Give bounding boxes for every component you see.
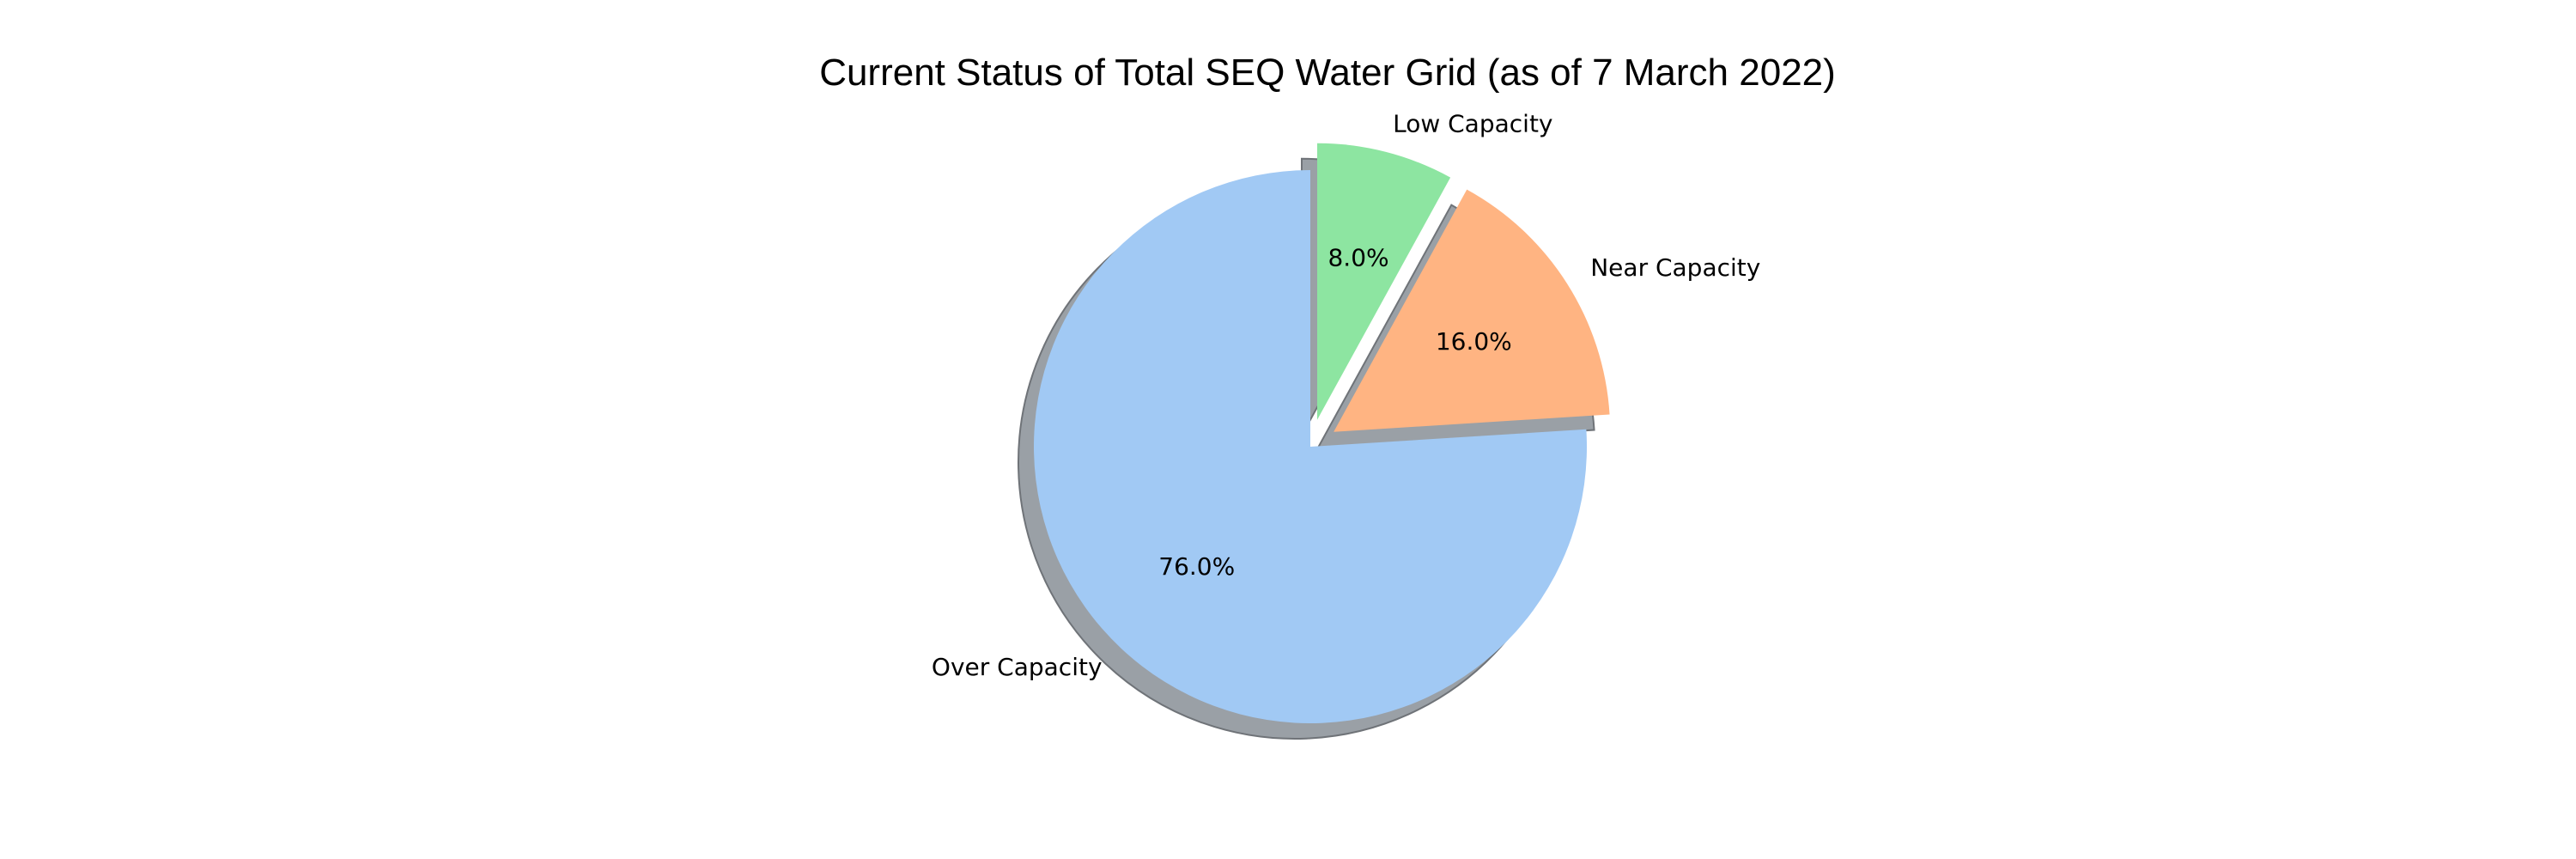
slice-near-capacity	[1334, 189, 1610, 432]
chart-title: Current Status of Total SEQ Water Grid (…	[819, 52, 1836, 94]
slice-label-low-capacity: Low Capacity	[1393, 110, 1552, 138]
slice-over-capacity	[1034, 170, 1588, 723]
slice-label-over-capacity: Over Capacity	[932, 653, 1103, 681]
pct-label-near-capacity: 16.0%	[1436, 327, 1512, 356]
pct-label-low-capacity: 8.0%	[1327, 244, 1388, 272]
pct-label-over-capacity: 76.0%	[1158, 552, 1235, 581]
pie-slices	[1034, 143, 1610, 723]
slice-label-near-capacity: Near Capacity	[1590, 253, 1760, 282]
slice-low-capacity	[1317, 143, 1451, 420]
pie-labels: Low Capacity 8.0% Near Capacity 16.0% Over C…	[932, 110, 1760, 681]
